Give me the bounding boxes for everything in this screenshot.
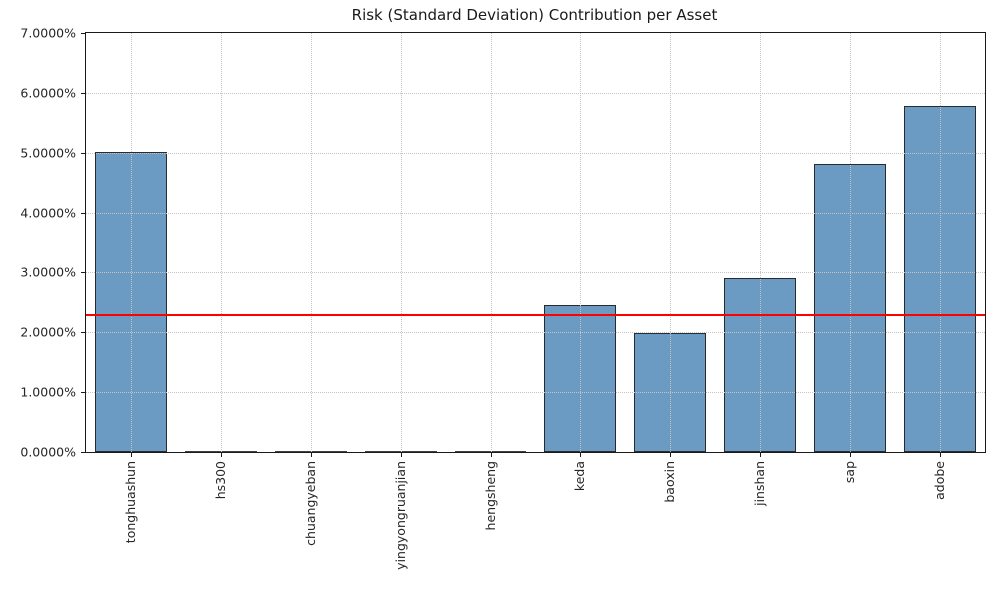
y-tick-mark (81, 33, 86, 34)
y-tick-label: 6.0000% (20, 85, 76, 101)
x-tick-mark (850, 452, 852, 457)
x-tick-label-sap: sap (842, 461, 858, 484)
bar-tonghuashun (94, 151, 167, 452)
x-tick-label-adobe: adobe (932, 461, 948, 500)
bar-chuangyeban (274, 451, 347, 453)
plot-area: 0.0000% 1.0000% 2.0000% 3.0000% 4.0000% 5.000… (20, 26, 986, 570)
y-tick-mark (81, 392, 86, 394)
x-tick-mark (220, 452, 222, 457)
x-tick-mark (670, 452, 672, 457)
bar-baoxin (634, 333, 707, 452)
y-tick-label: 2.0000% (20, 324, 76, 340)
y-gridline (86, 152, 985, 154)
bar-hengsheng (454, 451, 527, 453)
x-tick-label-keda: keda (572, 461, 588, 492)
y-tick-label: 1.0000% (20, 384, 76, 400)
x-tick-label-hengsheng: hengsheng (482, 461, 498, 531)
x-gridline (400, 33, 402, 452)
y-tick-label: 4.0000% (20, 205, 76, 221)
y-tick-label: 0.0000% (20, 444, 76, 460)
chart-title: Risk (Standard Deviation) Contribution p… (351, 6, 718, 24)
x-tick-label-jinshan: jinshan (752, 461, 768, 506)
mean-reference-line (86, 314, 985, 317)
bar-hs300 (184, 451, 257, 453)
x-tick-label-baoxin: baoxin (662, 461, 678, 503)
x-gridline (310, 33, 312, 452)
x-gridline (490, 33, 492, 452)
x-tick-label-chuangyeban: chuangyeban (302, 461, 318, 546)
y-tick-label: 5.0000% (20, 145, 76, 161)
bar-keda (544, 305, 617, 452)
x-tick-mark (310, 452, 312, 457)
bar-sap (814, 164, 887, 452)
x-tick-mark (580, 452, 582, 457)
y-gridline (86, 92, 985, 94)
bar-jinshan (724, 278, 797, 452)
x-tick-mark (760, 452, 762, 457)
bar-adobe (904, 106, 976, 452)
y-tick-mark (81, 152, 86, 154)
x-tick-label-yingyongruanjian: yingyongruanjian (392, 461, 408, 570)
y-tick-mark (81, 272, 86, 274)
x-tick-mark (130, 452, 132, 457)
x-tick-mark (490, 452, 492, 457)
y-tick-label: 3.0000% (20, 264, 76, 280)
x-tick-mark (400, 452, 402, 457)
x-tick-label-tonghuashun: tonghuashun (122, 461, 138, 544)
y-tick-mark (81, 332, 86, 334)
y-tick-mark (81, 212, 86, 214)
x-gridline (220, 33, 222, 452)
y-tick-label: 7.0000% (20, 25, 76, 41)
y-tick-mark (81, 92, 86, 94)
x-tick-mark (940, 452, 942, 457)
x-tick-label-hs300: hs300 (212, 461, 228, 500)
y-tick-mark (81, 452, 86, 453)
